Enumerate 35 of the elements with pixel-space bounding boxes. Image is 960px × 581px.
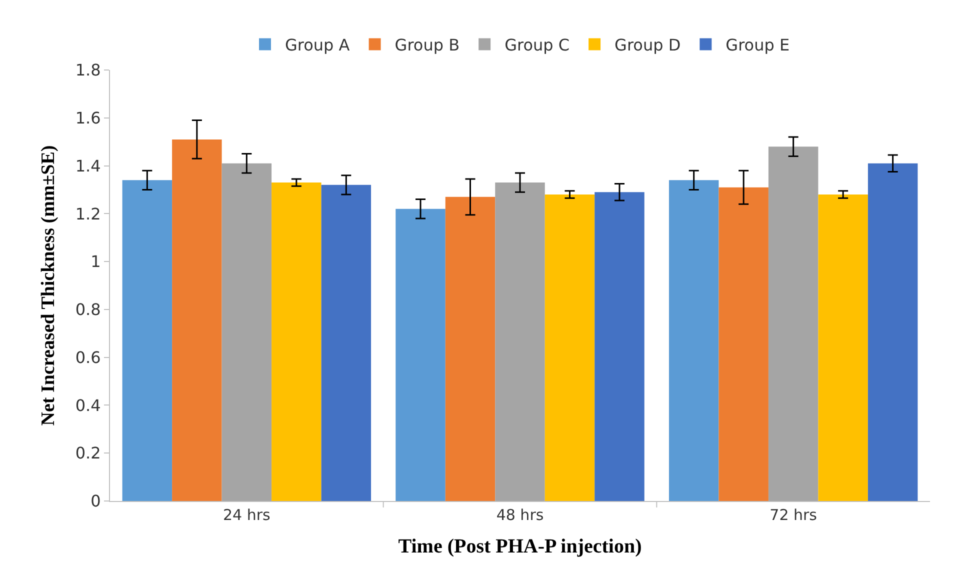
y-tick-label: 0.4 [75, 396, 101, 415]
x-tick-label: 24 hrs [223, 506, 271, 524]
legend-label: Group C [504, 36, 570, 55]
bar [818, 194, 868, 501]
y-tick-label: 1.6 [75, 108, 101, 128]
bar [222, 163, 272, 501]
legend-label: Group E [726, 36, 790, 55]
x-axis-title: Time (Post PHA-P injection) [398, 536, 642, 558]
y-tick-label: 1 [90, 252, 101, 272]
bar [122, 180, 172, 501]
y-tick-label: 0 [90, 492, 101, 511]
bar [544, 194, 595, 501]
x-tick-label: 48 hrs [496, 506, 544, 524]
x-tick-label: 72 hrs [770, 506, 818, 524]
bar [868, 163, 918, 501]
bar [396, 208, 446, 501]
bar [272, 182, 322, 501]
bar [668, 180, 719, 501]
y-tick-label: 1.8 [75, 60, 101, 80]
y-tick-label: 0.2 [75, 444, 101, 463]
y-tick-label: 0.6 [75, 348, 101, 367]
legend-label: Group D [614, 36, 681, 55]
legend-label: Group A [285, 36, 350, 55]
bar [495, 182, 545, 501]
bar [768, 146, 818, 501]
y-axis-title: Net Increased Thickness (mm±SE) [38, 145, 60, 426]
bar [445, 196, 496, 501]
y-tick-label: 0.8 [75, 300, 101, 320]
y-tick-label: 1.4 [75, 156, 101, 176]
bar [718, 187, 768, 501]
legend-label: Group B [394, 36, 460, 55]
bar [321, 184, 372, 501]
y-tick-label: 1.2 [75, 204, 101, 224]
bar [172, 139, 222, 501]
bar [594, 192, 644, 501]
